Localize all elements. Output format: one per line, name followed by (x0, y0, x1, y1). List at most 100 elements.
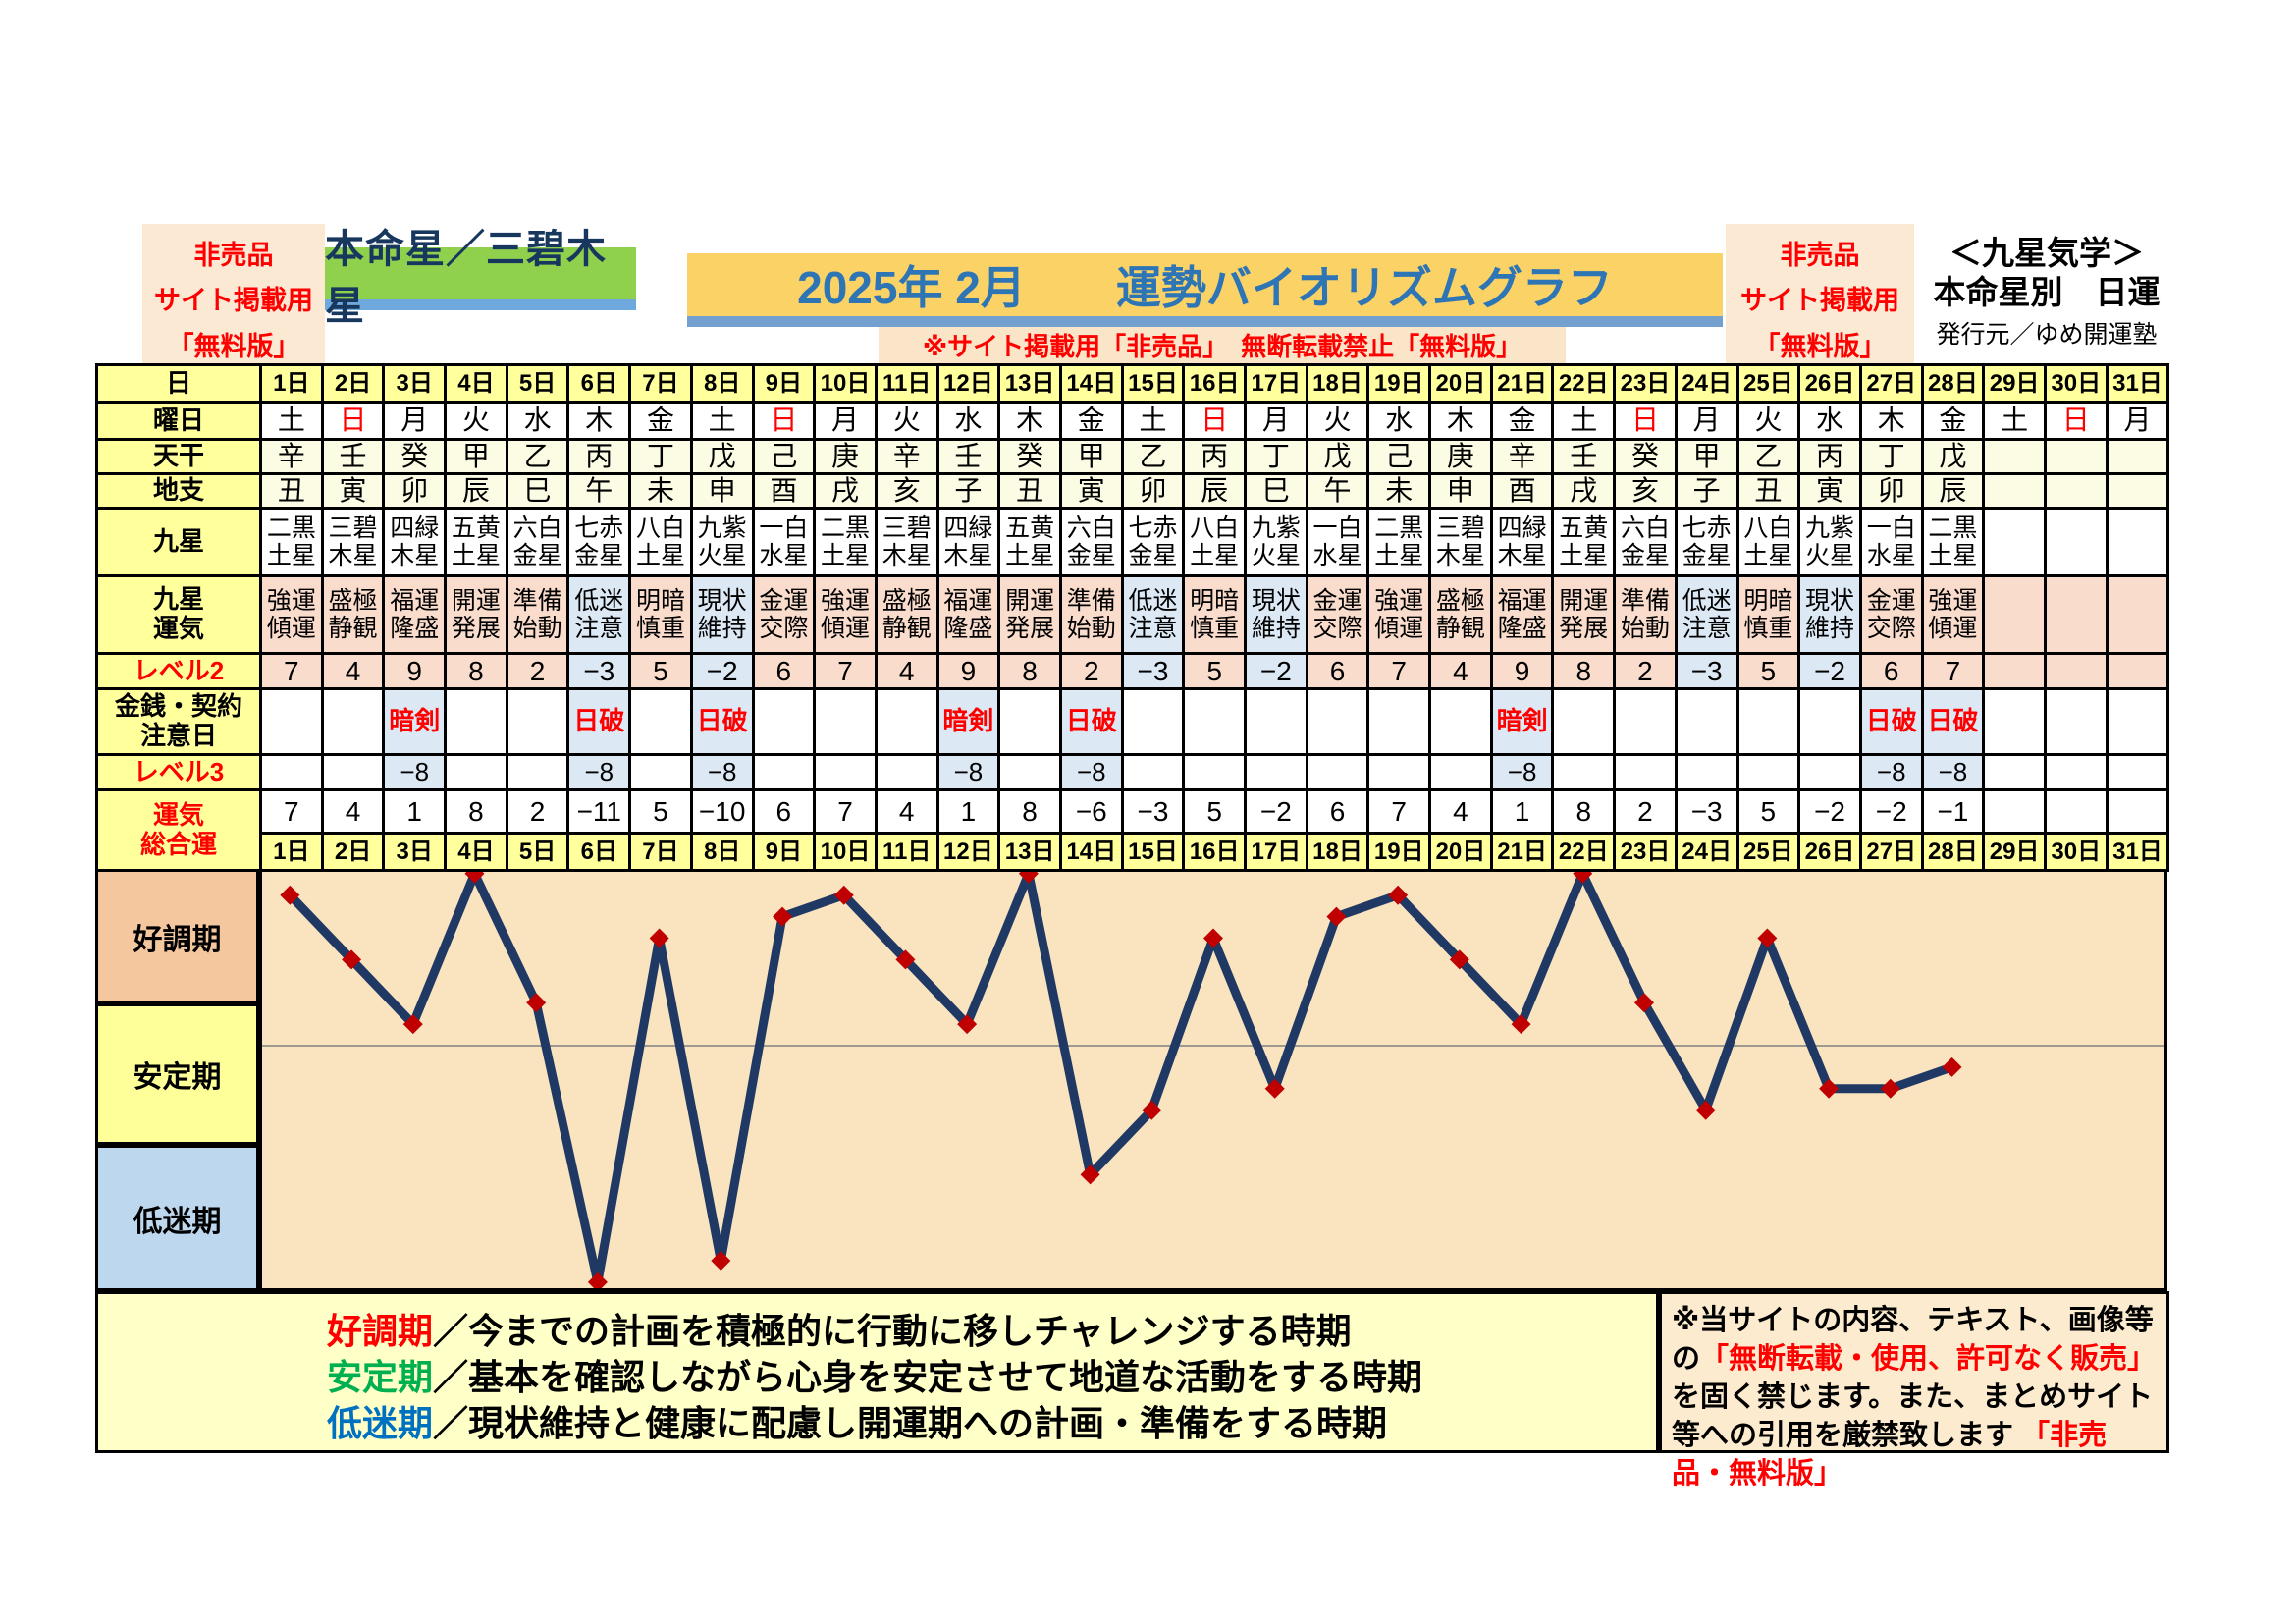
nine-star-cell: 三碧 木星 (1428, 507, 1493, 578)
earthly-branch-cell: 亥 (1613, 472, 1678, 511)
data-point-marker (1388, 885, 1409, 905)
day-axis-cell: 19日 (1366, 832, 1432, 873)
level3-cell (1120, 753, 1186, 792)
day-axis-cell: 29日 (1982, 832, 2047, 873)
caution-day-cell (874, 687, 939, 757)
caution-day-cell: 暗剣 (382, 687, 448, 757)
data-point-marker (895, 949, 916, 970)
level3-cell (628, 753, 693, 792)
caution-day-cell (1182, 687, 1247, 757)
caution-day-cell (1982, 687, 2047, 757)
level2-cell (1982, 652, 2047, 691)
earthly-branch-cell: 寅 (320, 472, 386, 511)
day-header-cell: 19日 (1366, 363, 1432, 404)
earthly-branch-cell: 卯 (382, 472, 448, 511)
earthly-branch-cell: 亥 (874, 472, 939, 511)
nine-star-cell: 七赤 金星 (1674, 507, 1739, 578)
legend-term: 安定期 (327, 1357, 434, 1397)
total-luck-cell: 5 (1735, 788, 1801, 836)
day-header-cell: 6日 (566, 363, 632, 404)
caution-day-cell: 日破 (689, 687, 755, 757)
warning-text-segment: を固く禁じます。また、まとめサイト等への引用を厳禁致します (1672, 1381, 2154, 1451)
day-axis-cell: 14日 (1058, 832, 1124, 873)
data-point-marker (1080, 1164, 1100, 1185)
nine-star-cell: 三碧 木星 (874, 507, 939, 578)
data-point-marker (342, 949, 362, 970)
chart-border (259, 869, 2167, 1291)
data-point-marker (587, 1272, 608, 1291)
level3-cell (2105, 753, 2170, 792)
nine-star-row-header: 九星 (95, 507, 262, 578)
caution-day-cell (1366, 687, 1432, 757)
data-point-marker (1511, 1014, 1531, 1035)
level2-row-header: レベル2 (95, 652, 262, 691)
level2-cell: 7 (259, 652, 324, 691)
heavenly-stem-cell: 癸 (997, 437, 1062, 476)
total-luck-cell (1982, 788, 2047, 836)
weekday-cell: 水 (1797, 401, 1862, 441)
total-luck-row-header: 運気 総合運 (95, 788, 262, 873)
day-header-cell: 17日 (1244, 363, 1308, 404)
level3-cell (1305, 753, 1370, 792)
caution-day-cell (1120, 687, 1186, 757)
badge-line: 非売品 (193, 240, 274, 270)
weekday-cell: 金 (1489, 401, 1555, 441)
day-header-cell: 15日 (1120, 363, 1186, 404)
day-header-cell: 10日 (813, 363, 878, 404)
data-point-marker (1819, 1078, 1840, 1099)
caution-day-cell (1244, 687, 1308, 757)
level3-cell (320, 753, 386, 792)
legend-desc: ／今までの計画を積極的に行動に移しチャレンジする時期 (433, 1311, 1352, 1351)
weekday-cell: 木 (566, 401, 632, 441)
level3-cell (1244, 753, 1308, 792)
weekday-cell: 木 (1858, 401, 1924, 441)
total-luck-cell: −2 (1244, 788, 1308, 836)
earthly-branch-cell: 子 (935, 472, 1001, 511)
level2-cell: 9 (935, 652, 1001, 691)
star-luck-cell: 開運 発展 (444, 574, 508, 656)
data-point-marker (1633, 993, 1654, 1013)
data-point-marker (402, 1014, 423, 1035)
luck-line-series (285, 869, 1956, 1287)
day-axis-cell: 21日 (1489, 832, 1555, 873)
star-luck-cell (2105, 574, 2170, 656)
level3-cell (259, 753, 324, 792)
weekday-cell: 土 (689, 401, 755, 441)
honmeisei-box: 本命星／三碧木星 (325, 228, 636, 328)
earthly-branch-cell: 子 (1674, 472, 1739, 511)
badge-line: 「無料版」 (1753, 332, 1887, 362)
caution-day-cell: 暗剣 (935, 687, 1001, 757)
nine-star-cell: 九紫 火星 (1797, 507, 1862, 578)
total-luck-cell: 5 (628, 788, 693, 836)
heavenly-stem-cell: 戊 (1920, 437, 1986, 476)
total-luck-cell: −3 (1120, 788, 1186, 836)
level3-cell (1366, 753, 1432, 792)
weekday-cell: 火 (1735, 401, 1801, 441)
star-luck-cell: 強運 傾運 (1920, 574, 1986, 656)
weekday-cell: 月 (813, 401, 878, 441)
caution-day-cell (1674, 687, 1739, 757)
earthly-branch-cell: 戌 (813, 472, 878, 511)
day-header-cell: 29日 (1982, 363, 2047, 404)
nine-star-cell: 三碧 木星 (320, 507, 386, 578)
data-point-marker (1880, 1078, 1900, 1099)
nine-star-cell: 八白 土星 (1735, 507, 1801, 578)
day-header-cell: 16日 (1182, 363, 1247, 404)
data-point-marker (773, 906, 793, 927)
copyright-notice-text: ※サイト掲載用「非売品」 無断転載禁止「無料版」 (922, 332, 1522, 361)
legend-line: 低迷期／現状維持と健康に配慮し開運期への計画・準備をする時期 (327, 1400, 1656, 1446)
caution-day-cell: 暗剣 (1489, 687, 1555, 757)
day-axis-cell: 28日 (1920, 832, 1986, 873)
day-header-cell: 27日 (1858, 363, 1924, 404)
level2-cell: 4 (320, 652, 386, 691)
heavenly-stem-cell: 丁 (628, 437, 693, 476)
nine-star-cell: 五黄 土星 (997, 507, 1062, 578)
total-luck-cell: −3 (1674, 788, 1739, 836)
day-axis-cell: 2日 (320, 832, 386, 873)
day-axis-cell: 16日 (1182, 832, 1247, 873)
heavenly-stem-cell: 己 (1366, 437, 1432, 476)
weekday-cell: 日 (2043, 401, 2109, 441)
weekday-cell: 水 (935, 401, 1001, 441)
star-luck-cell: 盛極 静観 (320, 574, 386, 656)
level2-cell: 2 (1613, 652, 1678, 691)
